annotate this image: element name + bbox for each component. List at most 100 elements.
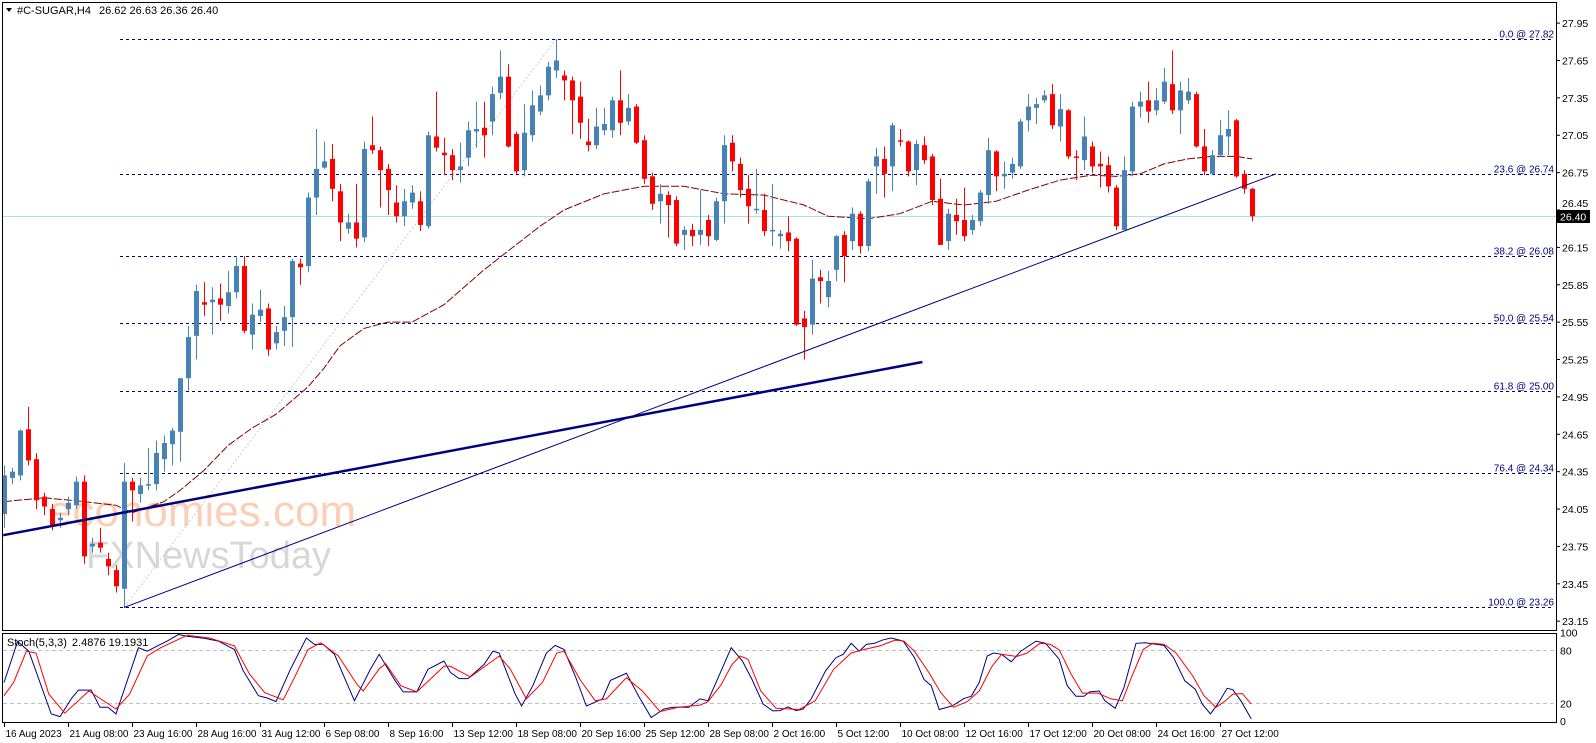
candle-body-bear	[674, 200, 679, 244]
price-tick-label: 24.35	[1562, 467, 1588, 479]
stochastic-panel-frame	[2, 633, 1557, 723]
candle	[154, 440, 159, 491]
candle	[42, 492, 47, 516]
candle-body-bear	[634, 106, 639, 143]
candle-body-bull	[754, 208, 759, 211]
candle	[530, 90, 535, 142]
candle-body-bull	[626, 107, 631, 122]
moving-average-line[interactable]	[3, 155, 1253, 514]
candle-body-bull	[1034, 104, 1039, 108]
candle	[218, 283, 223, 321]
time-tick-label: 24 Oct 16:00	[1158, 729, 1216, 740]
candle	[642, 135, 647, 184]
candle-body-bull	[1162, 81, 1167, 102]
candle-body-bear	[1194, 94, 1199, 147]
candle-body-bear	[1202, 146, 1207, 172]
candle	[570, 76, 575, 134]
time-tick-label: 21 Aug 08:00	[70, 729, 129, 740]
candle-body-bear	[586, 141, 591, 146]
candle	[290, 258, 295, 348]
candle	[346, 213, 351, 234]
candle-body-bear	[242, 266, 247, 331]
candle	[954, 198, 959, 235]
candle-body-bear	[938, 198, 943, 245]
candle-body-bear	[1170, 84, 1175, 111]
time-tick-label: 20 Sep 16:00	[582, 729, 642, 740]
trendline-lower-channel[interactable]	[2, 360, 923, 537]
candle-body-bull	[946, 213, 951, 242]
candle-body-bear	[418, 201, 423, 225]
candle	[178, 378, 183, 462]
time-tick-label: 2 Oct 16:00	[774, 729, 826, 740]
candle	[786, 216, 791, 252]
candle-body-bull	[58, 517, 63, 521]
candle	[1114, 185, 1119, 230]
candle	[1250, 187, 1255, 222]
triangle-down-icon[interactable]	[6, 8, 12, 12]
candle	[978, 190, 983, 227]
candle	[258, 289, 263, 323]
time-axis[interactable]: 16 Aug 2023 21 Aug 08:00 23 Aug 16:00 28 Au…	[4, 723, 1280, 740]
fib-level-label: 100.0 @ 23.26	[1488, 598, 1554, 609]
candle-body-bull	[226, 292, 231, 306]
candle	[1010, 157, 1015, 179]
candle-body-bear	[954, 214, 959, 222]
candle-body-bull	[322, 161, 327, 168]
candle-body-bear	[106, 558, 111, 567]
candle	[682, 226, 687, 250]
candle	[298, 258, 303, 285]
candle	[1162, 67, 1167, 105]
candle	[746, 175, 751, 224]
candle-body-bull	[770, 229, 775, 232]
price-tick-label: 27.95	[1562, 18, 1588, 30]
candle	[1146, 81, 1151, 123]
candle	[410, 185, 415, 209]
candle	[1242, 170, 1247, 194]
candle	[466, 121, 471, 167]
candle	[826, 271, 831, 308]
candle-body-bull	[986, 150, 991, 196]
candle-body-bull	[1026, 106, 1031, 121]
candle-body-bear	[442, 152, 447, 156]
candle	[130, 477, 135, 522]
candle	[858, 211, 863, 254]
time-tick-label: 20 Oct 08:00	[1094, 729, 1152, 740]
candle	[322, 141, 327, 169]
candle-body-bear	[1250, 188, 1255, 217]
candle	[674, 196, 679, 247]
candle-body-bull	[546, 66, 551, 96]
candle	[882, 146, 887, 198]
candle-body-bull	[210, 299, 215, 303]
candle	[914, 140, 919, 186]
candle	[770, 183, 775, 247]
candle	[690, 223, 695, 247]
candle-body-bear	[1106, 165, 1111, 187]
candle-body-bull	[850, 213, 855, 242]
candle	[522, 104, 527, 177]
candle-body-bear	[450, 155, 455, 171]
price-axis[interactable]: 27.95 27.65 27.35 27.05 26.75 26.45 26.15 25.85…	[1556, 18, 1588, 628]
time-tick-label: 13 Sep 12:00	[454, 729, 514, 740]
candle-body-bear	[50, 509, 55, 526]
candle-body-bear	[218, 298, 223, 305]
candle-body-bear	[34, 459, 39, 501]
candle	[2, 465, 7, 528]
time-tick-label: 28 Aug 16:00	[198, 729, 257, 740]
trendlines[interactable]	[2, 173, 1277, 608]
trendline-rising-support[interactable]	[123, 173, 1277, 608]
candle-body-bear	[1098, 163, 1103, 167]
candle	[994, 150, 999, 192]
candle	[578, 81, 583, 139]
candle-body-bull	[122, 481, 127, 589]
candle-body-bull	[1154, 100, 1159, 111]
fibonacci-anchor-line[interactable]	[123, 38, 557, 608]
candle	[1074, 150, 1079, 181]
candle-body-bull	[362, 148, 367, 238]
candle-body-bear	[386, 168, 391, 191]
candle-body-bull	[1178, 90, 1183, 111]
main-chart-frame	[2, 2, 1557, 631]
candle-body-bull	[18, 430, 23, 476]
candle-body-bull	[1130, 106, 1135, 172]
price-tick-label: 25.25	[1562, 355, 1588, 367]
